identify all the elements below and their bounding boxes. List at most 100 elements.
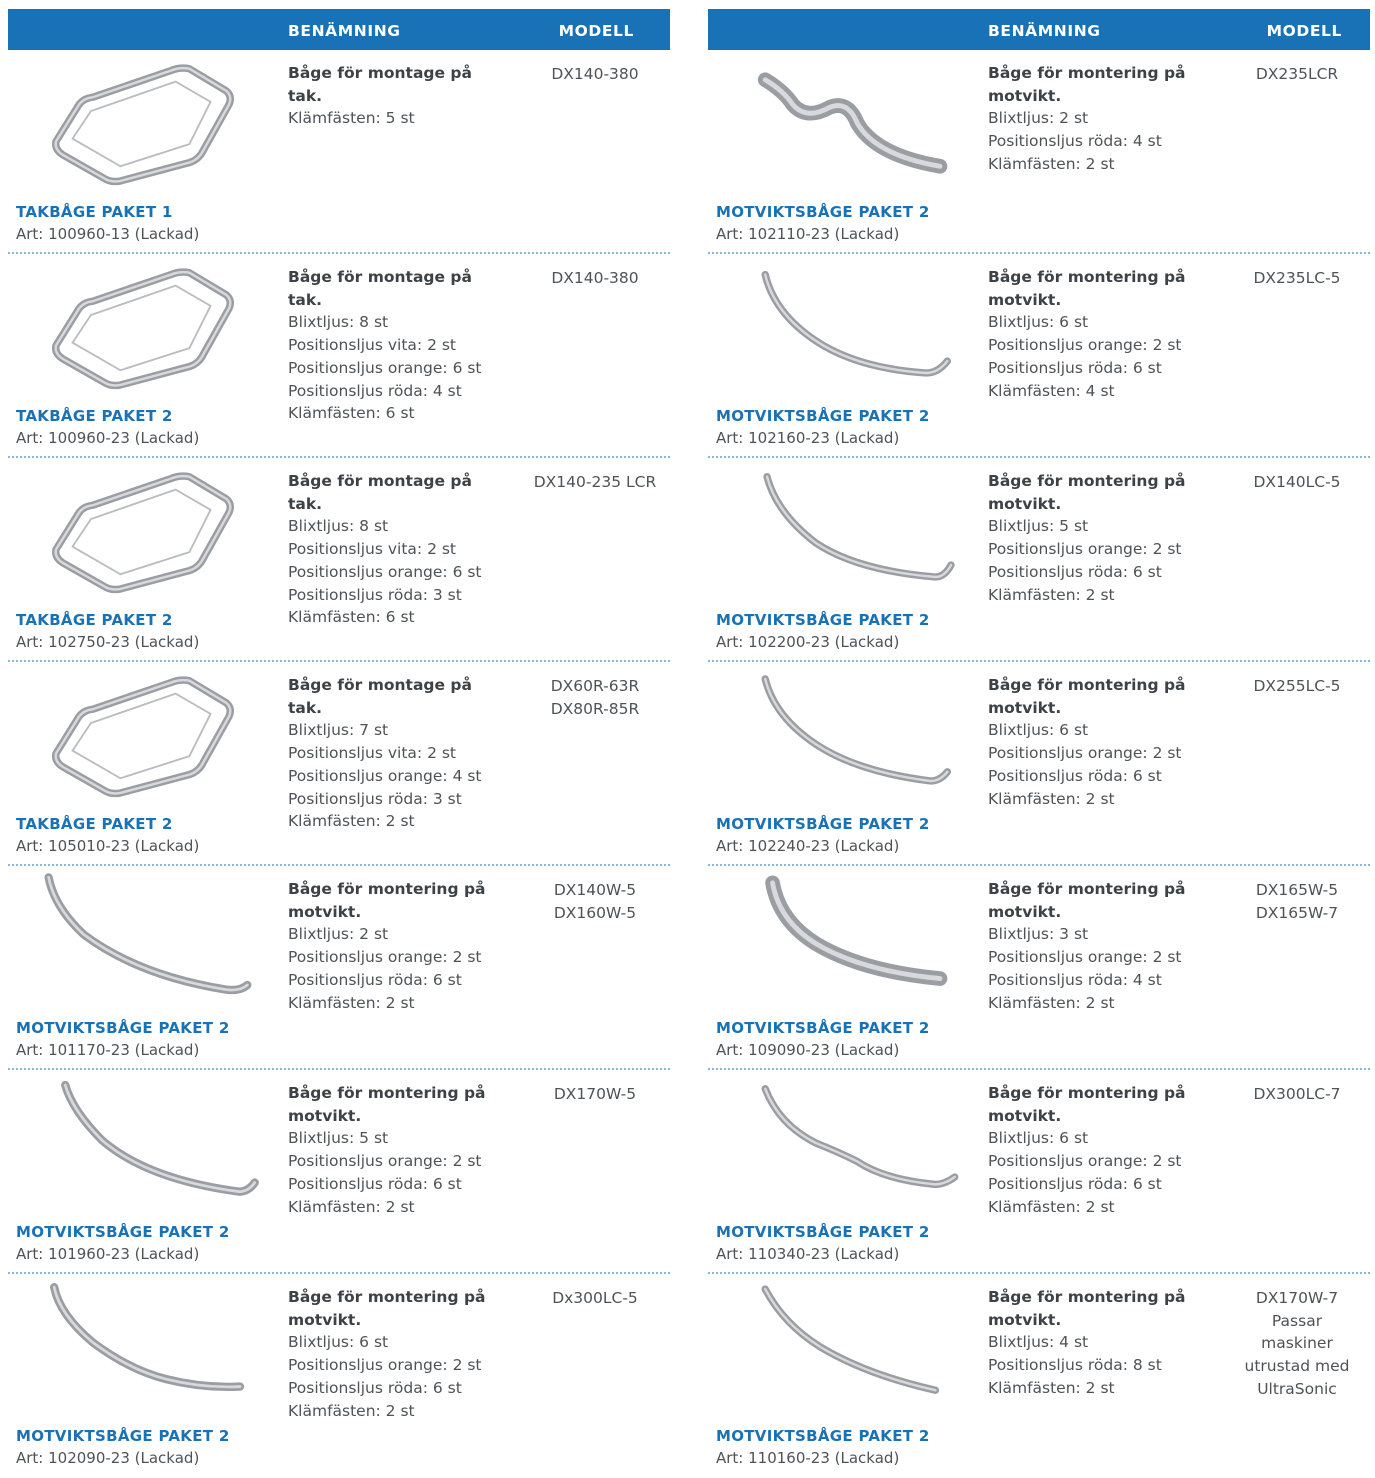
description-title: Båge för montering på motvikt. — [988, 676, 1186, 717]
product-row: TAKBÅGE PAKET 2 Art: 102750-23 (Lackad) Bå… — [8, 458, 670, 662]
spec-line: Klämfästen: 5 st — [288, 109, 415, 128]
article-number: Art: 100960-23 (Lackad) — [16, 429, 200, 447]
spec-line: Klämfästen: 6 st — [288, 404, 415, 423]
spec-line: Positionsljus orange: 6 st — [288, 562, 482, 581]
model-line: DX140W-5 — [553, 881, 637, 899]
spec-line: Blixtljus: 5 st — [288, 1129, 389, 1148]
spec-line: Klämfästen: 6 st — [288, 608, 415, 627]
roof-frame-icon — [52, 676, 234, 798]
description-title: Båge för montering på motvikt. — [988, 1288, 1186, 1329]
model-cell: DX165W-5 DX165W-7 — [1232, 879, 1362, 924]
spec-line: Positionsljus vita: 2 st — [288, 540, 457, 559]
product-description: Båge för montering på motvikt. Blixtljus:… — [988, 1286, 1203, 1400]
description-title: Båge för montage på tak. — [288, 472, 472, 513]
product-row: MOTVIKTSBÅGE PAKET 2 Art: 110160-23 (Lack… — [708, 1274, 1370, 1478]
article-number: Art: 102110-23 (Lackad) — [716, 225, 900, 243]
spec-line: Klämfästen: 2 st — [988, 1197, 1115, 1216]
model-cell: DX140LC-5 — [1232, 471, 1362, 494]
spec-line: Klämfästen: 2 st — [988, 789, 1115, 808]
product-name: MOTVIKTSBÅGE PAKET 2 — [716, 203, 930, 221]
product-row: MOTVIKTSBÅGE PAKET 2 Art: 101960-23 (Lack… — [8, 1070, 670, 1274]
model-line: DX140LC-5 — [1253, 473, 1341, 491]
product-row: MOTVIKTSBÅGE PAKET 2 Art: 102200-23 (Lack… — [708, 458, 1370, 662]
description-title: Båge för montage på tak. — [288, 676, 472, 717]
product-row: MOTVIKTSBÅGE PAKET 2 Art: 102090-23 (Lack… — [8, 1274, 670, 1478]
product-name: MOTVIKTSBÅGE PAKET 2 — [716, 611, 930, 629]
product-list: MOTVIKTSBÅGE PAKET 2 Art: 102110-23 (Lack… — [708, 50, 1370, 1478]
product-row: TAKBÅGE PAKET 2 Art: 100960-23 (Lackad) Bå… — [8, 254, 670, 458]
counterweight-bar-icon — [765, 875, 948, 986]
model-line: maskiner — [1261, 1334, 1333, 1353]
spec-line: Positionsljus orange: 6 st — [288, 358, 482, 377]
header-name-label: BENÄMNING — [288, 22, 401, 40]
spec-line: Blixtljus: 3 st — [988, 925, 1089, 944]
description-title: Båge för montering på motvikt. — [988, 268, 1186, 309]
product-row: MOTVIKTSBÅGE PAKET 2 Art: 110340-23 (Lack… — [708, 1070, 1370, 1274]
product-row: MOTVIKTSBÅGE PAKET 2 Art: 102240-23 (Lack… — [708, 662, 1370, 866]
spec-line: Positionsljus röda: 4 st — [288, 381, 462, 400]
spec-line: Blixtljus: 6 st — [988, 313, 1089, 332]
model-line: DX160W-5 — [553, 903, 637, 922]
article-number: Art: 102200-23 (Lackad) — [716, 633, 900, 651]
spec-line: Blixtljus: 8 st — [288, 313, 389, 332]
product-row: MOTVIKTSBÅGE PAKET 2 Art: 102110-23 (Lack… — [708, 50, 1370, 254]
model-line: Passar — [1271, 1311, 1323, 1330]
description-title: Båge för montering på motvikt. — [988, 64, 1186, 105]
spec-line: Positionsljus röda: 6 st — [288, 970, 462, 989]
article-number: Art: 110160-23 (Lackad) — [716, 1449, 900, 1467]
model-line: DX140-380 — [551, 269, 639, 287]
product-description: Båge för montering på motvikt. Blixtljus:… — [988, 1082, 1203, 1218]
model-cell: DX140-235 LCR — [530, 471, 660, 494]
model-line: DX170W-5 — [553, 1085, 637, 1103]
article-number: Art: 105010-23 (Lackad) — [16, 837, 200, 855]
counterweight-bar-icon — [761, 1285, 940, 1394]
spec-line: Positionsljus röda: 3 st — [288, 585, 462, 604]
article-number: Art: 109090-23 (Lackad) — [716, 1041, 900, 1059]
product-description: Båge för montering på motvikt. Blixtljus:… — [988, 674, 1203, 810]
model-cell: DX170W-5 — [530, 1083, 660, 1106]
spec-line: Positionsljus orange: 4 st — [288, 766, 482, 785]
model-line: DX165W-7 — [1255, 903, 1339, 922]
spec-line: Positionsljus orange: 2 st — [288, 1152, 482, 1171]
product-description: Båge för montering på motvikt. Blixtljus:… — [988, 878, 1203, 1014]
spec-line: Blixtljus: 6 st — [988, 1129, 1089, 1148]
left-column: BENÄMNING MODELL TAKBÅGE PAKET 1 Art: 100… — [8, 9, 670, 1478]
spec-line: Blixtljus: 5 st — [988, 517, 1089, 536]
product-description: Båge för montering på motvikt. Blixtljus:… — [988, 62, 1203, 176]
product-name: MOTVIKTSBÅGE PAKET 2 — [16, 1019, 230, 1037]
model-cell: DX235LC-5 — [1232, 267, 1362, 290]
product-name: MOTVIKTSBÅGE PAKET 2 — [16, 1223, 230, 1241]
product-name: MOTVIKTSBÅGE PAKET 2 — [716, 1427, 930, 1445]
description-title: Båge för montering på motvikt. — [988, 472, 1186, 513]
spec-line: Positionsljus orange: 2 st — [988, 744, 1182, 763]
model-line: Dx300LC-5 — [552, 1289, 638, 1307]
model-line: utrustad med — [1244, 1357, 1350, 1376]
model-line: DX235LCR — [1255, 65, 1339, 83]
roof-frame-icon — [52, 472, 234, 594]
counterweight-bar-icon — [61, 1080, 259, 1196]
spec-line: Blixtljus: 8 st — [288, 517, 389, 536]
spec-line: Positionsljus röda: 6 st — [988, 562, 1162, 581]
spec-line: Positionsljus orange: 2 st — [988, 336, 1182, 355]
model-line: DX235LC-5 — [1253, 269, 1341, 287]
header-model-label: MODELL — [558, 22, 634, 40]
description-title: Båge för montage på tak. — [288, 268, 472, 309]
description-title: Båge för montering på motvikt. — [288, 1084, 486, 1125]
product-description: Båge för montage på tak. Klämfästen: 5 st — [288, 62, 503, 130]
article-number: Art: 102090-23 (Lackad) — [16, 1449, 200, 1467]
spec-line: Positionsljus orange: 2 st — [288, 948, 482, 967]
model-line: DX140-380 — [551, 65, 639, 83]
model-cell: DX170W-7 Passar maskiner utrustad med UltraS… — [1232, 1287, 1362, 1401]
product-row: MOTVIKTSBÅGE PAKET 2 Art: 102160-23 (Lack… — [708, 254, 1370, 458]
spec-line: Blixtljus: 7 st — [288, 721, 389, 740]
spec-line: Blixtljus: 6 st — [288, 1333, 389, 1352]
article-number: Art: 110340-23 (Lackad) — [716, 1245, 900, 1263]
spec-line: Positionsljus vita: 2 st — [288, 336, 457, 355]
model-cell: DX235LCR — [1232, 63, 1362, 86]
product-name: TAKBÅGE PAKET 2 — [16, 815, 173, 833]
spec-line: Positionsljus orange: 2 st — [288, 1356, 482, 1375]
spec-line: Blixtljus: 6 st — [988, 721, 1089, 740]
spec-line: Klämfästen: 2 st — [988, 993, 1115, 1012]
product-name: TAKBÅGE PAKET 1 — [16, 203, 173, 221]
counterweight-bar-icon — [44, 873, 252, 995]
